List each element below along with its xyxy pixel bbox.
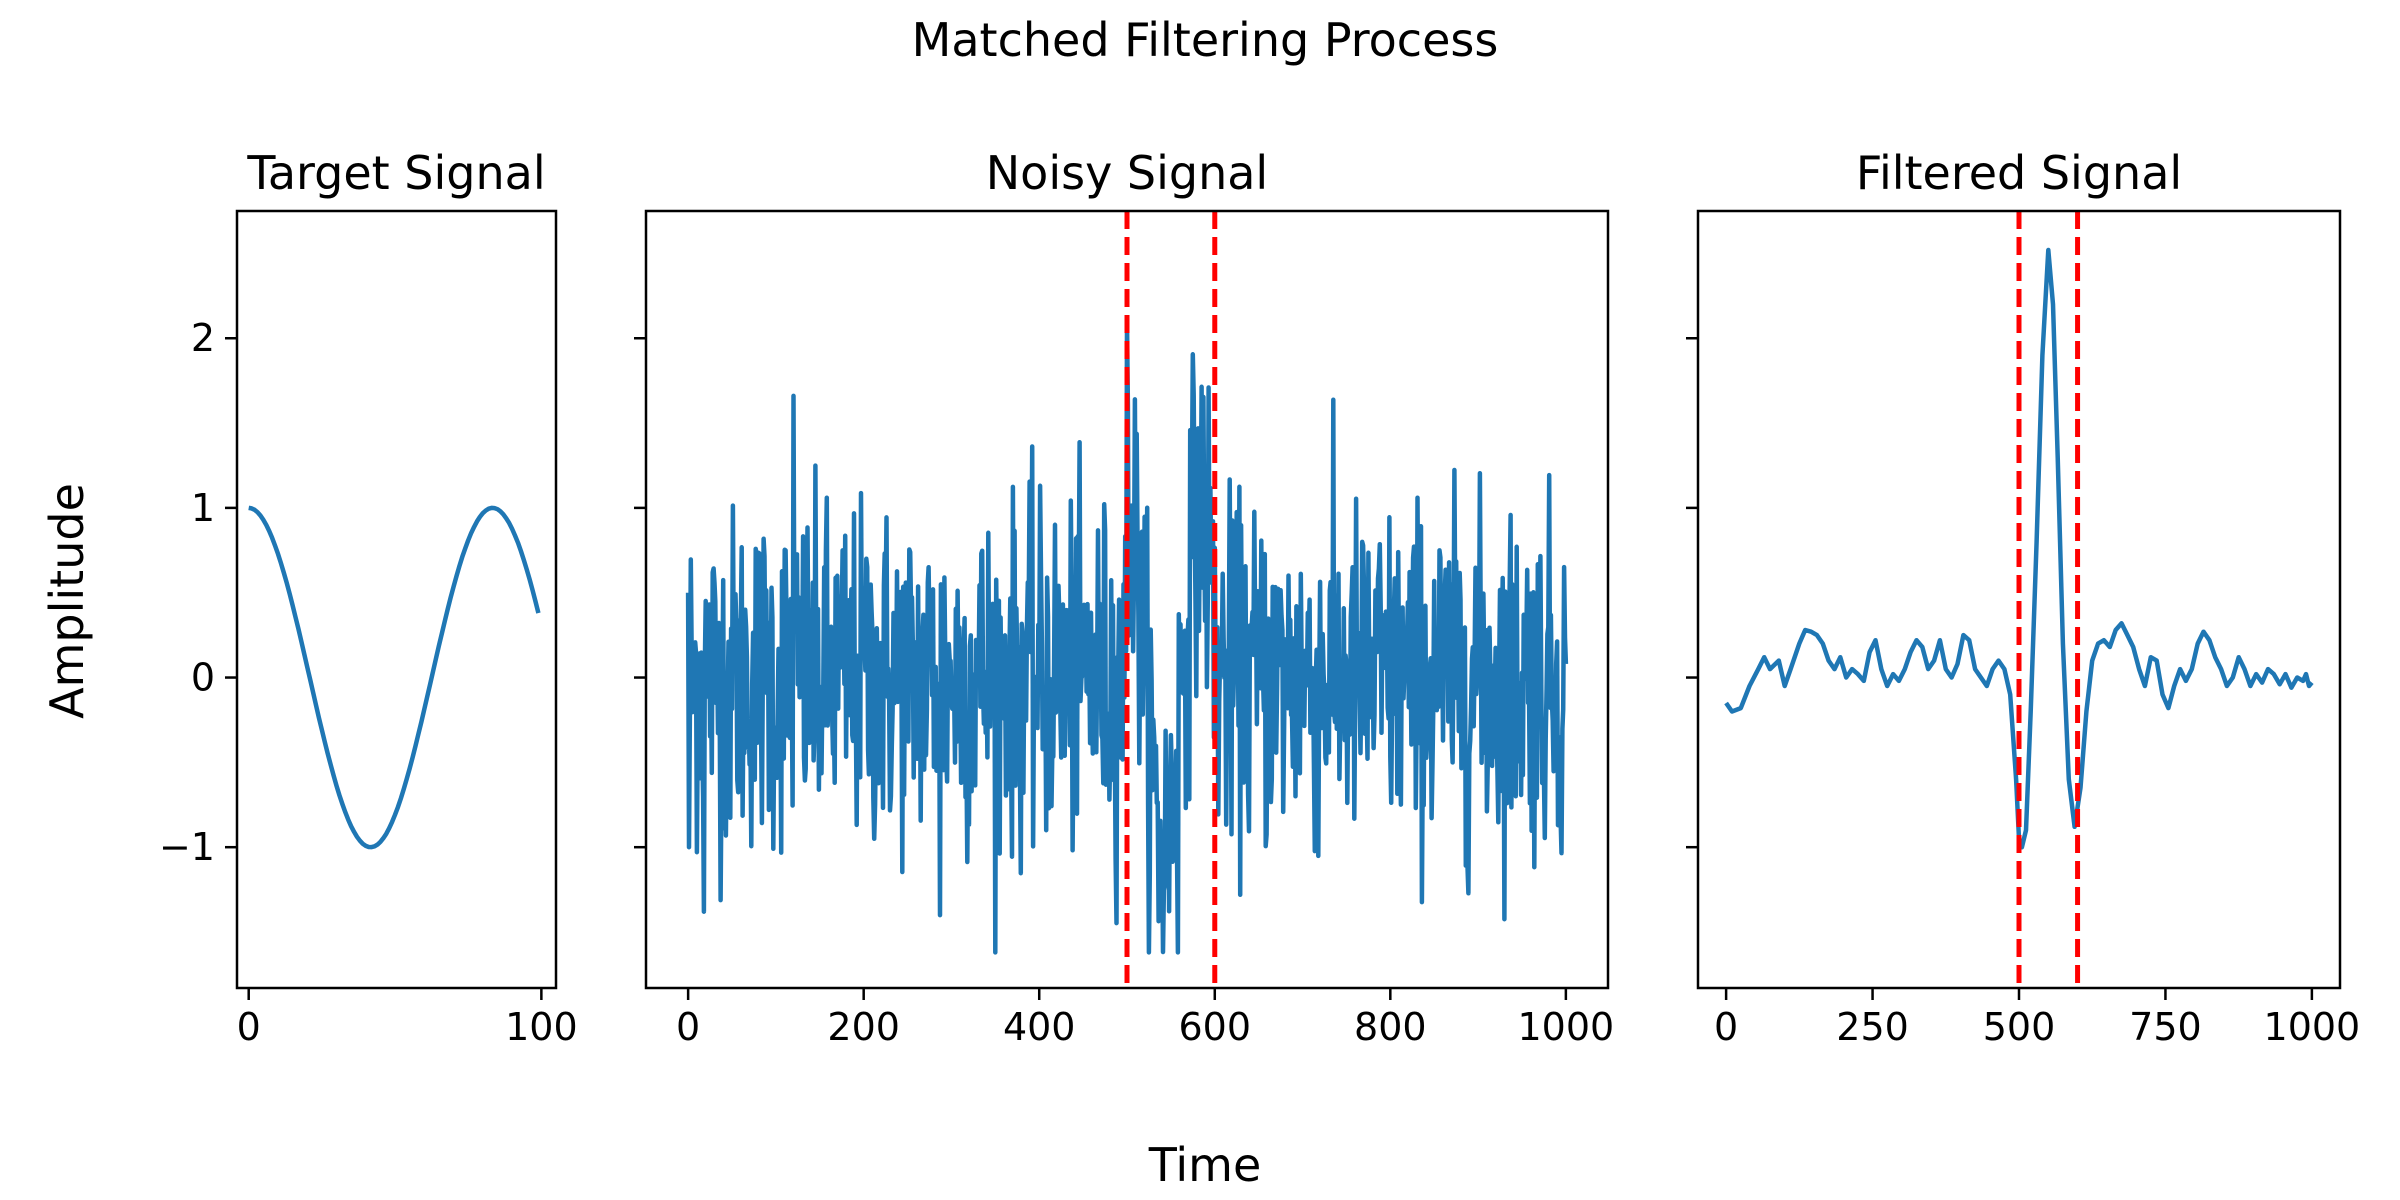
y-tick-label: 2 xyxy=(191,316,215,360)
x-tick-label: 0 xyxy=(676,1005,700,1049)
figure-ylabel: Amplitude xyxy=(40,483,94,719)
subplot-title: Target Signal xyxy=(246,146,545,200)
x-tick-label: 400 xyxy=(1003,1005,1076,1049)
subplot-2: Noisy Signal 0 200 400 600 800 1000 xyxy=(634,146,1614,1049)
subplot-title: Noisy Signal xyxy=(986,146,1268,200)
subplots: Target Signal 0 100 −1 0 1 2 Noisy Signal 0 200 40… xyxy=(159,146,2360,1049)
subplot-3: Filtered Signal 0 250 500 750 1000 xyxy=(1686,146,2360,1049)
x-tick-label: 0 xyxy=(1714,1005,1738,1049)
figure-xlabel: Time xyxy=(1148,1138,1262,1192)
x-tick-label: 1000 xyxy=(1518,1005,1615,1049)
x-tick-label: 500 xyxy=(1983,1005,2056,1049)
x-tick-label: 100 xyxy=(505,1005,578,1049)
axes-frame xyxy=(235,209,558,990)
x-tick-label: 200 xyxy=(827,1005,900,1049)
series-line xyxy=(248,505,541,850)
axes-frame xyxy=(644,209,1610,990)
x-tick-label: 600 xyxy=(1179,1005,1252,1049)
y-tick-label: 0 xyxy=(191,656,215,700)
x-tick-label: 250 xyxy=(1836,1005,1909,1049)
y-tick-label: −1 xyxy=(159,825,215,869)
x-tick-label: 750 xyxy=(2129,1005,2202,1049)
subplot-1: Target Signal 0 100 −1 0 1 2 xyxy=(159,146,578,1049)
series-line xyxy=(1724,247,2314,850)
figure-title: Matched Filtering Process xyxy=(912,13,1499,67)
y-tick-label: 1 xyxy=(191,486,215,530)
x-tick-label: 1000 xyxy=(2264,1005,2361,1049)
x-tick-label: 800 xyxy=(1354,1005,1427,1049)
subplot-title: Filtered Signal xyxy=(1856,146,2182,200)
x-tick-label: 0 xyxy=(237,1005,261,1049)
